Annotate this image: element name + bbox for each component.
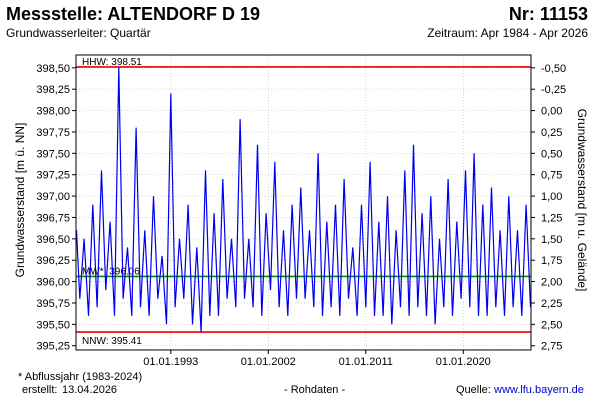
y2-tick-label: 1,50 [541,234,562,246]
water-level-series-line [75,66,532,333]
grid [76,55,531,350]
y2-tick-label: -0,50 [541,63,566,75]
y-tick-label: 397,50 [36,148,70,160]
created-date: 13.04.2026 [62,384,118,396]
footnote: * Abflussjahr (1983-2024) [18,371,143,383]
reference-label: NNW: 395.41 [82,336,142,347]
y2-tick-label: 2,25 [541,298,562,310]
reference-label: MW*: 396.06 [82,266,140,277]
x-tick-label: 01.01.2011 [339,356,393,368]
y2-tick-label: 1,25 [541,212,562,224]
y-tick-label: 395,75 [36,298,70,310]
y-tick-label: 398,25 [36,84,70,96]
y2-tick-label: 0,75 [541,170,562,182]
y-tick-label: 395,50 [36,319,70,331]
x-tick-label: 01.01.2020 [436,356,491,368]
y2-tick-label: 2,00 [541,277,562,289]
y2-tick-label: 2,75 [541,341,562,353]
y-tick-label: 398,00 [36,106,70,118]
y-axis-right: -0,50 -0,25 0,00 0,25 0,50 0,75 1,00 1,25 1,50 1,… [531,63,566,353]
y2-tick-label: -0,25 [541,84,566,96]
y-tick-label: 396,25 [36,255,70,267]
source-link[interactable]: www.lfu.bayern.de [494,384,584,396]
x-axis: 01.01.1993 01.01.2002 01.01.2011 01.01.2020 [143,350,491,368]
y2-tick-label: 2,50 [541,319,562,331]
y-axis-left: 395,25 395,50 395,75 396,00 396,25 396,50 396,… [36,63,76,353]
station-title: Messstelle: ALTENDORF D 19 [6,4,261,24]
reference-label: HHW: 398.51 [82,57,142,68]
period-label: Zeitraum: Apr 1984 - Apr 2026 [427,26,588,40]
y-tick-label: 397,75 [36,127,70,139]
reference-lines: HHW: 398.51 MW*: 396.06 NNW: 395.41 [76,57,531,347]
y-axis-label-right: Grundwasserstand [m u. Gelände] [575,109,589,292]
y2-tick-label: 0,50 [541,148,562,160]
y-tick-label: 395,25 [36,341,70,353]
plot-frame [75,54,532,351]
y-tick-label: 396,00 [36,277,70,289]
station-number: Nr: 11153 [508,4,588,24]
y-tick-label: 398,50 [36,63,70,75]
y-tick-label: 396,50 [36,234,70,246]
raw-data-label: - Rohdaten - [284,384,346,396]
y-axis-label-left: Grundwasserstand [m ü. NN] [13,123,27,278]
y2-tick-label: 0,25 [541,127,562,139]
y-tick-label: 397,00 [36,191,70,203]
y2-tick-label: 1,75 [541,255,562,267]
x-tick-label: 01.01.1993 [143,356,198,368]
created-label: erstellt: [22,384,58,396]
y2-tick-label: 1,00 [541,191,562,203]
aquifer-label: Grundwasserleiter: Quartär [6,26,151,40]
x-tick-label: 01.01.2002 [241,356,296,368]
y-tick-label: 396,75 [36,212,70,224]
y-tick-label: 397,25 [36,170,70,182]
y2-tick-label: 0,00 [541,106,562,118]
source-label: Quelle: [456,384,491,396]
